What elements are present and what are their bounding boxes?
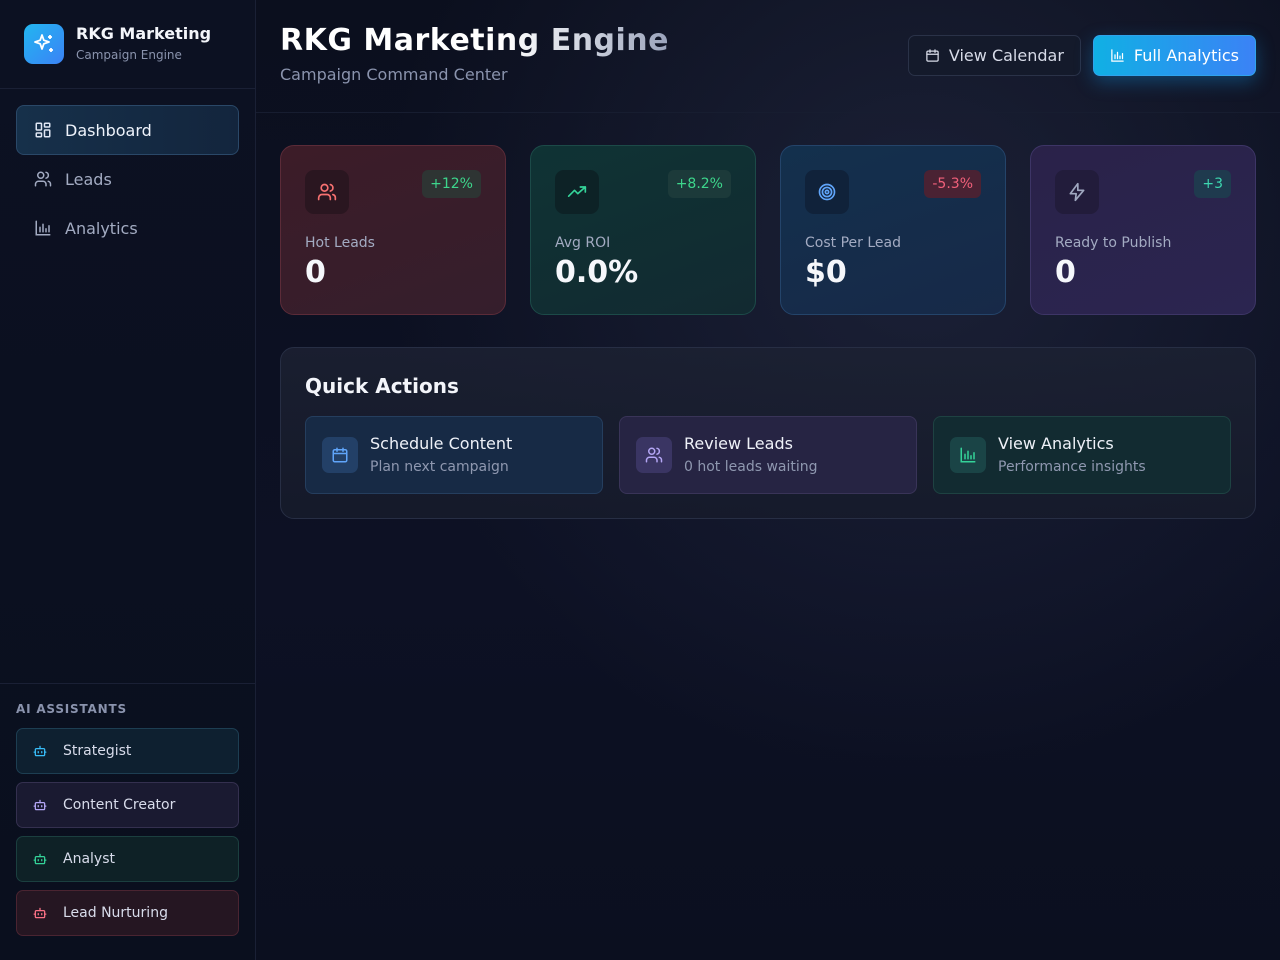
stat-card-cost-per-lead: -5.3% Cost Per Lead $0: [780, 145, 1006, 315]
nav-label-analytics: Analytics: [65, 218, 138, 238]
bot-icon: [33, 798, 47, 812]
main-content: RKG Marketing Engine Campaign Command Ce…: [256, 0, 1280, 960]
main-nav: Dashboard Leads: [0, 89, 255, 268]
calendar-icon: [322, 437, 358, 473]
stat-value: 0.0%: [555, 255, 639, 290]
bot-icon: [33, 852, 47, 866]
bar-chart-icon: [33, 218, 53, 238]
stat-change-badge: +3: [1194, 170, 1231, 198]
stat-change-badge: +12%: [422, 170, 481, 198]
nav-item-analytics[interactable]: Analytics: [16, 203, 239, 253]
users-icon: [636, 437, 672, 473]
stat-card-avg-roi: +8.2% Avg ROI 0.0%: [530, 145, 756, 315]
bar-chart-icon: [1110, 48, 1126, 64]
quick-action-subtitle: 0 hot leads waiting: [684, 459, 818, 475]
nav-label-leads: Leads: [65, 169, 112, 189]
users-icon: [33, 169, 53, 189]
page-subtitle: Campaign Command Center: [280, 65, 508, 84]
assistant-label: Analyst: [63, 851, 115, 867]
dashboard-icon: [33, 120, 53, 140]
assistant-analyst[interactable]: Analyst: [16, 836, 239, 882]
zap-icon: [1055, 170, 1099, 214]
quick-action-subtitle: Performance insights: [998, 459, 1146, 475]
bot-icon: [33, 744, 47, 758]
bot-icon: [33, 906, 47, 920]
assistant-content-creator[interactable]: Content Creator: [16, 782, 239, 828]
dashboard-content: +12% Hot Leads 0 +8.2% Avg ROI 0.0%: [256, 113, 1280, 551]
ai-assistants-heading: AI ASSISTANTS: [16, 702, 127, 716]
brand-subtitle: Campaign Engine: [76, 48, 182, 62]
stat-label: Hot Leads: [305, 235, 375, 251]
stat-change-badge: +8.2%: [667, 170, 731, 198]
brand-header: RKG Marketing Campaign Engine: [0, 0, 255, 89]
assistant-label: Strategist: [63, 743, 132, 759]
page-title: RKG Marketing Engine: [280, 23, 670, 58]
quick-actions-panel: Quick Actions Schedule Content Plan next…: [280, 347, 1256, 519]
stat-value: $0: [805, 255, 847, 290]
sparkles-icon: [24, 24, 64, 64]
quick-action-schedule-content[interactable]: Schedule Content Plan next campaign: [305, 416, 603, 494]
ai-assistants-panel: AI ASSISTANTS Strategist Conte: [0, 683, 255, 960]
assistant-lead-nurturing[interactable]: Lead Nurturing: [16, 890, 239, 936]
quick-action-review-leads[interactable]: Review Leads 0 hot leads waiting: [619, 416, 917, 494]
quick-action-title: View Analytics: [998, 434, 1114, 453]
stat-label: Avg ROI: [555, 235, 611, 251]
nav-item-leads[interactable]: Leads: [16, 154, 239, 204]
stats-row: +12% Hot Leads 0 +8.2% Avg ROI 0.0%: [280, 145, 1256, 315]
assistant-label: Lead Nurturing: [63, 905, 168, 921]
quick-actions-title: Quick Actions: [305, 374, 459, 398]
assistant-label: Content Creator: [63, 797, 176, 813]
stat-change-badge: -5.3%: [924, 170, 981, 198]
quick-action-title: Schedule Content: [370, 434, 513, 453]
view-calendar-label: View Calendar: [948, 46, 1064, 65]
quick-action-title: Review Leads: [684, 434, 793, 453]
bar-chart-icon: [950, 437, 986, 473]
brand-name: RKG Marketing: [76, 24, 212, 43]
sidebar: RKG Marketing Campaign Engine Dashboard: [0, 0, 256, 960]
quick-action-view-analytics[interactable]: View Analytics Performance insights: [933, 416, 1231, 494]
nav-label-dashboard: Dashboard: [65, 120, 152, 140]
top-bar: RKG Marketing Engine Campaign Command Ce…: [256, 0, 1280, 113]
stat-value: 0: [305, 255, 326, 290]
stat-card-hot-leads: +12% Hot Leads 0: [280, 145, 506, 315]
calendar-icon: [925, 48, 941, 64]
full-analytics-label: Full Analytics: [1133, 46, 1239, 65]
full-analytics-button[interactable]: Full Analytics: [1092, 35, 1256, 76]
stat-label: Ready to Publish: [1055, 235, 1172, 251]
stat-label: Cost Per Lead: [805, 235, 901, 251]
assistant-strategist[interactable]: Strategist: [16, 728, 239, 774]
nav-item-dashboard[interactable]: Dashboard: [16, 105, 239, 155]
stat-value: 0: [1055, 255, 1076, 290]
stat-card-ready-to-publish: +3 Ready to Publish 0: [1030, 145, 1256, 315]
quick-action-subtitle: Plan next campaign: [370, 459, 509, 475]
view-calendar-button[interactable]: View Calendar: [907, 35, 1081, 76]
users-icon: [305, 170, 349, 214]
target-icon: [805, 170, 849, 214]
trending-up-icon: [555, 170, 599, 214]
